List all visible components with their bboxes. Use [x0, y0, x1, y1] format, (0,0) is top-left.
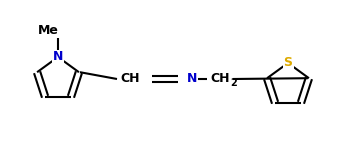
Text: N: N: [187, 72, 197, 86]
Text: Me: Me: [38, 24, 58, 37]
Text: N: N: [53, 51, 63, 64]
Text: CH: CH: [210, 72, 230, 86]
Text: 2: 2: [230, 77, 237, 87]
Text: CH: CH: [120, 72, 140, 86]
Text: S: S: [284, 56, 293, 70]
